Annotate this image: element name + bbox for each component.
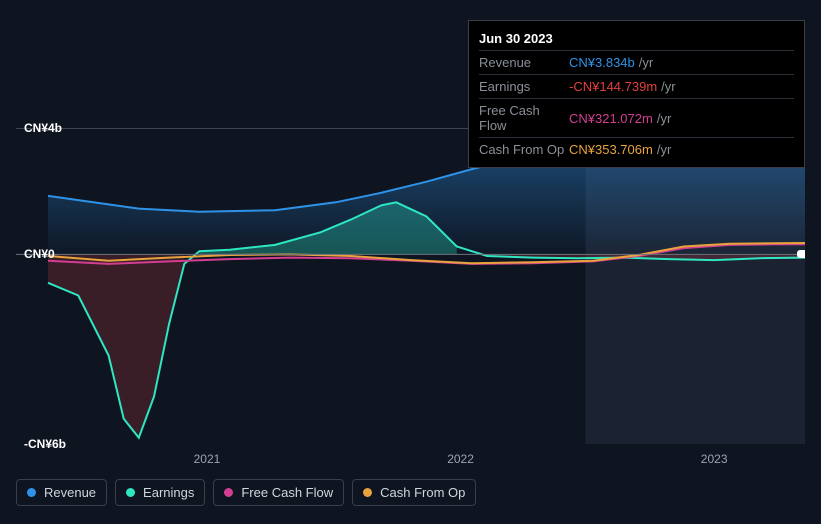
tooltip-row-unit: /yr bbox=[639, 55, 653, 70]
legend-item[interactable]: Cash From Op bbox=[352, 479, 476, 506]
tooltip-date: Jun 30 2023 bbox=[479, 27, 794, 51]
legend-label: Cash From Op bbox=[380, 485, 465, 500]
chart-handle[interactable] bbox=[797, 250, 805, 258]
tooltip-row-label: Cash From Op bbox=[479, 142, 569, 157]
tooltip-row-unit: /yr bbox=[661, 79, 675, 94]
tooltip-row-label: Earnings bbox=[479, 79, 569, 94]
tooltip-row-value: -CN¥144.739m bbox=[569, 79, 657, 94]
tooltip-row: Earnings-CN¥144.739m/yr bbox=[479, 75, 794, 99]
tooltip-panel: Jun 30 2023 RevenueCN¥3.834b/yrEarnings-… bbox=[468, 20, 805, 168]
x-axis-label: 2023 bbox=[701, 452, 728, 466]
y-axis-label: CN¥4b bbox=[24, 121, 62, 135]
tooltip-row: RevenueCN¥3.834b/yr bbox=[479, 51, 794, 75]
chart-area: Past CN¥4bCN¥0-CN¥6b bbox=[16, 128, 805, 444]
legend-label: Revenue bbox=[44, 485, 96, 500]
x-axis-label: 2022 bbox=[447, 452, 474, 466]
legend-label: Free Cash Flow bbox=[241, 485, 333, 500]
tooltip-row-label: Revenue bbox=[479, 55, 569, 70]
legend: Revenue Earnings Free Cash Flow Cash From O… bbox=[16, 479, 476, 506]
tooltip-row-value: CN¥3.834b bbox=[569, 55, 635, 70]
legend-item[interactable]: Free Cash Flow bbox=[213, 479, 344, 506]
y-axis-label: -CN¥6b bbox=[24, 437, 66, 451]
tooltip-row-unit: /yr bbox=[657, 111, 671, 126]
legend-swatch bbox=[27, 488, 36, 497]
tooltip-row: Free Cash FlowCN¥321.072m/yr bbox=[479, 99, 794, 138]
tooltip-row-value: CN¥353.706m bbox=[569, 142, 653, 157]
legend-label: Earnings bbox=[143, 485, 194, 500]
legend-swatch bbox=[363, 488, 372, 497]
x-axis-label: 2021 bbox=[194, 452, 221, 466]
tooltip-row: Cash From OpCN¥353.706m/yr bbox=[479, 138, 794, 161]
legend-swatch bbox=[224, 488, 233, 497]
legend-swatch bbox=[126, 488, 135, 497]
tooltip-row-value: CN¥321.072m bbox=[569, 111, 653, 126]
tooltip-row-unit: /yr bbox=[657, 142, 671, 157]
chart-svg bbox=[16, 128, 805, 444]
tooltip-row-label: Free Cash Flow bbox=[479, 103, 569, 133]
legend-item[interactable]: Earnings bbox=[115, 479, 205, 506]
legend-item[interactable]: Revenue bbox=[16, 479, 107, 506]
y-axis-label: CN¥0 bbox=[24, 247, 55, 261]
